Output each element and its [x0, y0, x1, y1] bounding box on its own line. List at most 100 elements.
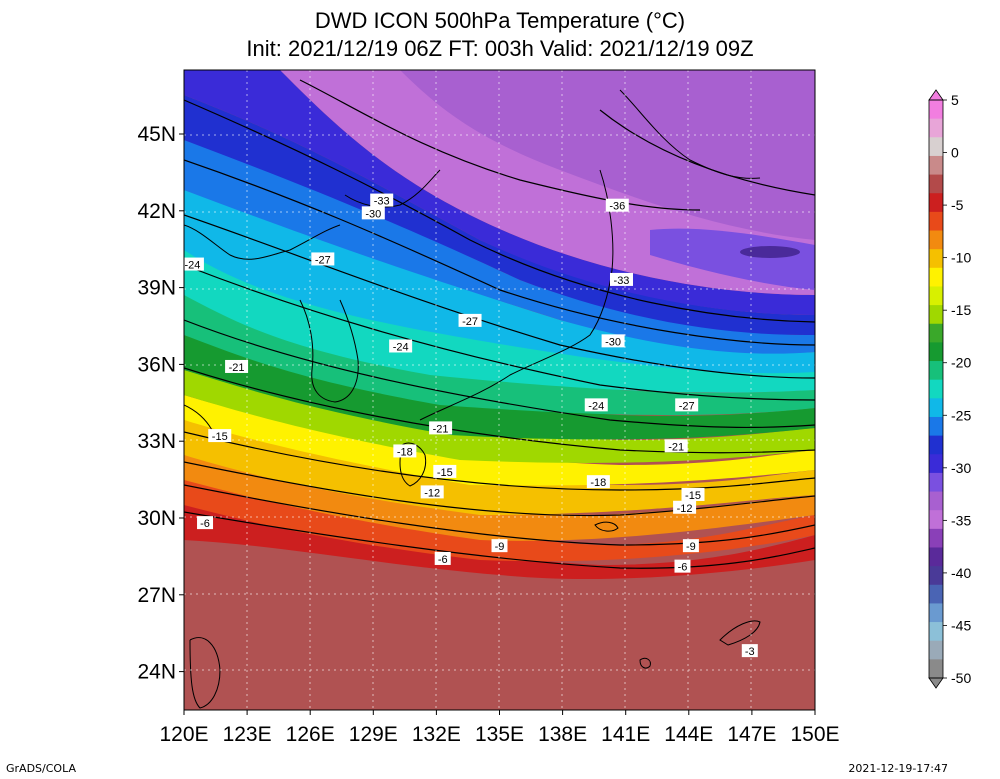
footer-timestamp: 2021-12-19-17:47 — [848, 762, 948, 775]
contour-label: -27 — [462, 316, 478, 328]
lat-tick-label-5: 30N — [137, 507, 176, 530]
lon-tick-label-4: 132E — [412, 723, 461, 746]
contour-label: -15 — [437, 467, 453, 479]
contour-label-bg — [664, 439, 688, 453]
colorbar-segment — [929, 510, 943, 530]
lat-tick-label-2: 39N — [137, 277, 176, 300]
contour-label: -33 — [614, 275, 630, 287]
lat-tick-label-4: 33N — [137, 430, 176, 453]
lon-tick-label-10: 150E — [790, 723, 839, 746]
lat-tick-label-1: 42N — [137, 200, 176, 223]
contour-label-bg — [420, 485, 444, 499]
colorbar-label: -20 — [951, 355, 971, 371]
lon-tick-label-7: 141E — [601, 723, 650, 746]
map-subtitle: Init: 2021/12/19 06Z FT: 003h Valid: 202… — [246, 36, 754, 61]
lon-tick-label-3: 129E — [349, 723, 398, 746]
contour-label: -9 — [686, 541, 696, 553]
lon-tick-label-8: 144E — [664, 723, 713, 746]
lon-tick-label-1: 123E — [223, 723, 272, 746]
colorbar-segment — [929, 379, 943, 399]
colorbar-segment — [929, 659, 943, 679]
lat-tick-label-7: 24N — [137, 661, 176, 684]
colorbar-label: -35 — [951, 512, 971, 528]
contour-label-bg — [433, 464, 457, 478]
colorbar-segment — [929, 566, 943, 586]
contour-label: -21 — [433, 423, 449, 435]
map-title: DWD ICON 500hPa Temperature (°C) — [314, 8, 686, 33]
latitude-axis: 45N 42N 39N 36N 33N 30N 27N 24N — [137, 123, 184, 684]
longitude-axis: 120E 123E 126E 129E 132E 135E 138E 141E 144E 147E… — [159, 710, 840, 746]
colorbar-label: -40 — [951, 565, 971, 581]
colorbar-label: 5 — [951, 92, 959, 108]
colorbar-segment — [929, 137, 943, 157]
contour-label: -21 — [668, 441, 684, 453]
contour-label-bg — [673, 500, 697, 514]
contour-label: -21 — [229, 362, 245, 374]
lon-tick-label-5: 135E — [475, 723, 524, 746]
colorbar-label: -45 — [951, 617, 971, 633]
contour-label: -6 — [678, 562, 688, 574]
colorbar-segment — [929, 547, 943, 567]
colorbar-segment — [929, 528, 943, 548]
lon-tick-label-0: 120E — [159, 723, 208, 746]
contour-label-bg — [184, 257, 204, 271]
colorbar-arrow-bottom — [928, 677, 944, 689]
contour-label: -24 — [393, 341, 409, 353]
contour-label-bg — [741, 644, 758, 658]
contour-label-bg — [681, 487, 705, 501]
contour-label: -36 — [609, 201, 625, 213]
colorbar-segment — [929, 118, 943, 138]
colorbar-segment — [929, 305, 943, 325]
colorbar-segment — [929, 584, 943, 604]
contour-label-bg — [682, 539, 699, 553]
lon-tick-label-2: 126E — [286, 723, 335, 746]
lat-tick-label-0: 45N — [137, 123, 176, 146]
colorbar-label: -25 — [951, 407, 971, 423]
colorbar-label: 0 — [951, 145, 959, 161]
colorbar-label: -50 — [951, 670, 971, 686]
colorbar-arrow-top — [928, 89, 944, 101]
contour-label: -15 — [685, 490, 701, 502]
colorbar-segment — [929, 286, 943, 306]
lat-tick-label-6: 27N — [137, 584, 176, 607]
colorbar-segment — [929, 454, 943, 474]
contour-label-bg — [197, 516, 214, 530]
colorbar-segment — [929, 603, 943, 623]
colorbar-segment — [929, 193, 943, 213]
colorbar-segment — [929, 622, 943, 642]
contour-label: -15 — [212, 431, 228, 443]
contour-label: -3 — [745, 646, 755, 658]
colorbar-label: -5 — [951, 197, 964, 213]
contour-label: -9 — [495, 541, 505, 553]
colorbar-segment — [929, 211, 943, 232]
contour-label-bg — [458, 313, 482, 327]
contour-label-bg — [429, 421, 453, 435]
contour-label-bg — [311, 252, 335, 266]
contour-label: -30 — [365, 208, 381, 220]
contour-label-bg — [434, 551, 451, 565]
contour-label: -18 — [397, 446, 413, 458]
contour-label: -12 — [677, 503, 693, 515]
contour-label: -24 — [588, 400, 604, 412]
contour-label-bg — [361, 206, 385, 220]
colorbar-label: -30 — [951, 460, 971, 476]
colorbar-segment — [929, 398, 943, 418]
colorbar-segment — [929, 416, 943, 437]
colorbar-segment — [929, 249, 943, 269]
lon-tick-label-9: 147E — [727, 723, 776, 746]
colorbar-segment — [929, 323, 943, 343]
contour-label: -12 — [424, 487, 440, 499]
contour-label: -30 — [605, 336, 621, 348]
contour-label-bg — [601, 334, 625, 348]
colorbar-segment — [929, 640, 943, 660]
contour-label-bg — [389, 339, 413, 353]
contour-label: -27 — [315, 254, 331, 266]
contour-label: -33 — [374, 196, 390, 208]
contour-label-bg — [584, 398, 608, 412]
contour-label-bg — [225, 359, 249, 373]
colorbar-segment — [929, 472, 943, 493]
colorbar-frame — [928, 99, 944, 679]
colorbar-segment — [929, 435, 943, 455]
lat-tick-label-3: 36N — [137, 353, 176, 376]
